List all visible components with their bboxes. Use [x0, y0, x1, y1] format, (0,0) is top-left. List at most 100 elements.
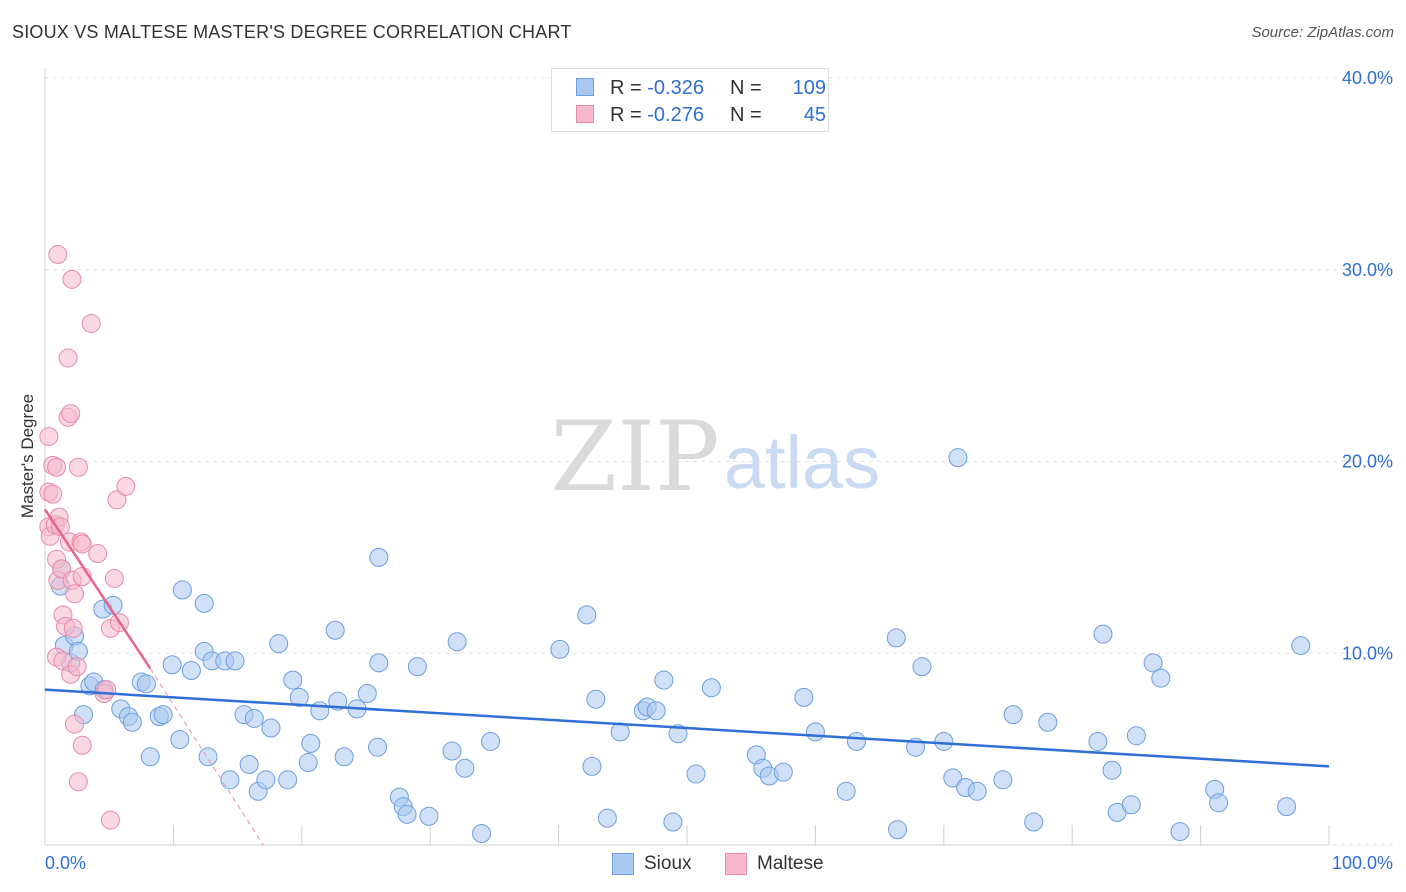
point-sioux	[239, 754, 259, 774]
point-sioux	[646, 701, 666, 721]
trend-extension-maltese	[149, 668, 264, 846]
point-sioux	[325, 620, 345, 640]
point-sioux	[846, 731, 866, 751]
legend-n-value-sioux: 109	[792, 77, 826, 99]
point-maltese	[62, 269, 82, 289]
point-sioux	[1291, 636, 1311, 656]
source-label: Source: ZipAtlas.com	[1251, 24, 1394, 41]
point-sioux	[582, 756, 602, 776]
point-sioux	[140, 747, 160, 767]
point-sioux	[654, 670, 674, 690]
point-sioux	[1143, 653, 1163, 673]
point-sioux	[298, 753, 318, 773]
point-sioux	[455, 758, 475, 778]
point-sioux	[1024, 812, 1044, 832]
point-sioux	[550, 639, 570, 659]
y-axis-label: Master's Degree	[18, 394, 37, 518]
point-sioux	[194, 593, 214, 613]
point-sioux	[794, 687, 814, 707]
legend-n-value-maltese: 45	[803, 104, 826, 126]
point-sioux	[122, 712, 142, 732]
point-sioux	[283, 670, 303, 690]
point-sioux	[220, 770, 240, 790]
point-sioux	[701, 678, 721, 698]
point-sioux	[136, 674, 156, 694]
point-sioux	[225, 651, 245, 671]
point-sioux	[663, 812, 683, 832]
point-maltese	[104, 568, 124, 588]
point-sioux	[170, 730, 190, 750]
point-sioux	[153, 705, 173, 725]
point-sioux	[442, 741, 462, 761]
point-sioux	[888, 820, 908, 840]
legend-n-label: N =	[730, 77, 762, 99]
point-sioux	[773, 762, 793, 782]
point-sioux	[198, 747, 218, 767]
stats-legend: R = -0.326 N = 109 R = -0.276 N = 45	[551, 68, 829, 132]
legend-swatch-maltese	[576, 105, 594, 123]
legend-r-label: R =	[610, 104, 642, 126]
trend-line-maltese	[43, 508, 152, 670]
point-maltese	[81, 313, 101, 333]
watermark-zip: ZIP	[550, 401, 719, 513]
bottom-legend-swatch-maltese	[725, 853, 747, 875]
point-maltese	[58, 348, 78, 368]
point-sioux	[934, 731, 954, 751]
point-sioux	[912, 657, 932, 677]
bottom-legend-swatch-sioux	[612, 853, 634, 875]
legend-swatch-sioux	[576, 78, 594, 96]
point-sioux	[1209, 793, 1229, 813]
trend-line-sioux	[44, 688, 1330, 768]
legend-r-label: R =	[610, 77, 642, 99]
point-sioux	[368, 737, 388, 757]
point-sioux	[1003, 705, 1023, 725]
point-sioux	[397, 804, 417, 824]
point-sioux	[472, 823, 492, 843]
point-sioux	[278, 770, 298, 790]
point-sioux	[256, 770, 276, 790]
point-sioux	[369, 653, 389, 673]
chart-title: SIOUX VS MALTESE MASTER'S DEGREE CORRELA…	[12, 22, 572, 42]
point-sioux	[886, 628, 906, 648]
legend-r-value-maltese: -0.276	[647, 104, 704, 126]
point-sioux	[301, 733, 321, 753]
point-sioux	[993, 770, 1013, 790]
point-sioux	[805, 722, 825, 742]
point-sioux	[244, 708, 264, 728]
point-maltese	[116, 476, 136, 496]
point-sioux	[948, 448, 968, 468]
point-sioux	[261, 718, 281, 738]
legend-r-value-sioux: -0.326	[647, 77, 704, 99]
point-maltese	[88, 544, 108, 564]
trend-lines	[43, 508, 1330, 846]
point-sioux	[447, 632, 467, 652]
point-maltese	[43, 484, 63, 504]
point-maltese	[68, 457, 88, 477]
point-sioux	[1121, 795, 1141, 815]
point-sioux	[1102, 760, 1122, 780]
point-maltese	[72, 534, 92, 554]
point-maltese	[100, 810, 120, 830]
y-tick-label: 10.0%	[1342, 643, 1393, 663]
axes	[44, 68, 1330, 846]
point-sioux	[1170, 822, 1190, 842]
point-sioux	[836, 781, 856, 801]
x-tick-label-min: 0.0%	[45, 853, 86, 873]
y-tick-label: 20.0%	[1342, 452, 1393, 472]
point-maltese	[97, 680, 117, 700]
point-sioux	[269, 634, 289, 654]
point-sioux	[181, 661, 201, 681]
y-tick-label: 30.0%	[1342, 260, 1393, 280]
point-sioux	[1093, 624, 1113, 644]
point-maltese	[65, 714, 85, 734]
point-sioux	[597, 808, 617, 828]
tick-labels: 10.0% 20.0% 30.0% 40.0% 0.0% 100.0%	[45, 68, 1393, 873]
point-sioux	[172, 580, 192, 600]
point-sioux	[481, 731, 501, 751]
point-sioux	[668, 724, 688, 744]
point-sioux	[1277, 797, 1297, 817]
points	[39, 244, 1311, 843]
x-tick-label-max: 100.0%	[1332, 853, 1393, 873]
point-maltese	[68, 772, 88, 792]
